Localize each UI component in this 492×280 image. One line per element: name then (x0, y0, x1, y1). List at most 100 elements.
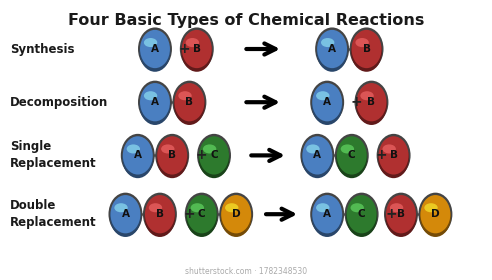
Ellipse shape (340, 144, 354, 153)
Ellipse shape (143, 193, 177, 236)
Text: Double
Replacement: Double Replacement (10, 199, 96, 229)
Ellipse shape (155, 134, 189, 177)
Text: A: A (313, 150, 321, 160)
Ellipse shape (203, 144, 216, 153)
Ellipse shape (114, 203, 128, 212)
Text: C: C (210, 150, 218, 160)
Ellipse shape (350, 203, 364, 212)
Ellipse shape (157, 139, 187, 178)
Ellipse shape (421, 195, 450, 233)
Ellipse shape (386, 197, 416, 237)
Ellipse shape (386, 195, 416, 233)
Ellipse shape (185, 193, 218, 236)
Ellipse shape (161, 144, 175, 153)
Text: B: B (363, 44, 370, 54)
Ellipse shape (317, 30, 347, 68)
Text: D: D (431, 209, 440, 219)
Text: +: + (196, 148, 208, 162)
Text: B: B (185, 97, 193, 107)
Ellipse shape (180, 27, 214, 71)
Ellipse shape (178, 91, 192, 100)
Ellipse shape (157, 136, 187, 174)
Text: A: A (134, 150, 142, 160)
Ellipse shape (144, 38, 157, 47)
Ellipse shape (350, 27, 384, 71)
Ellipse shape (347, 195, 376, 233)
Ellipse shape (384, 193, 418, 236)
Text: A: A (151, 44, 159, 54)
Ellipse shape (225, 203, 239, 212)
Ellipse shape (145, 195, 175, 233)
Ellipse shape (316, 91, 330, 100)
Ellipse shape (424, 203, 438, 212)
Text: Four Basic Types of Chemical Reactions: Four Basic Types of Chemical Reactions (68, 13, 424, 28)
Ellipse shape (187, 195, 216, 233)
Ellipse shape (140, 83, 170, 121)
Ellipse shape (182, 32, 212, 72)
Ellipse shape (302, 139, 333, 178)
Ellipse shape (312, 83, 342, 121)
Ellipse shape (379, 136, 408, 174)
Ellipse shape (110, 197, 141, 237)
Ellipse shape (301, 134, 335, 177)
Text: A: A (323, 97, 331, 107)
Ellipse shape (140, 32, 170, 72)
Ellipse shape (310, 81, 344, 124)
Ellipse shape (356, 85, 387, 125)
Ellipse shape (190, 203, 204, 212)
Text: B: B (156, 209, 164, 219)
Ellipse shape (419, 193, 453, 236)
Text: +: + (351, 95, 363, 109)
Text: B: B (168, 150, 176, 160)
Text: +: + (375, 148, 387, 162)
Ellipse shape (111, 195, 140, 233)
Text: A: A (323, 209, 331, 219)
Text: +: + (385, 207, 397, 221)
Text: +: + (179, 42, 190, 56)
Ellipse shape (337, 139, 367, 178)
Ellipse shape (355, 38, 369, 47)
Ellipse shape (310, 193, 344, 236)
Ellipse shape (185, 38, 199, 47)
Ellipse shape (382, 144, 396, 153)
Ellipse shape (126, 144, 140, 153)
Ellipse shape (312, 85, 342, 125)
Ellipse shape (186, 197, 217, 237)
Ellipse shape (149, 203, 162, 212)
Text: A: A (122, 209, 129, 219)
Ellipse shape (199, 136, 229, 174)
Ellipse shape (140, 85, 170, 125)
Text: B: B (397, 209, 405, 219)
Ellipse shape (315, 27, 349, 71)
Ellipse shape (420, 197, 451, 237)
Text: B: B (193, 44, 201, 54)
Ellipse shape (377, 134, 411, 177)
Ellipse shape (354, 81, 389, 124)
Ellipse shape (138, 81, 172, 124)
Ellipse shape (121, 134, 155, 177)
Text: B: B (390, 150, 398, 160)
Ellipse shape (140, 30, 170, 68)
Text: C: C (198, 209, 206, 219)
Ellipse shape (108, 193, 143, 236)
Text: Synthesis: Synthesis (10, 43, 74, 55)
Text: Decomposition: Decomposition (10, 96, 108, 109)
Ellipse shape (221, 195, 251, 233)
Text: A: A (328, 44, 336, 54)
Ellipse shape (346, 197, 377, 237)
Text: D: D (232, 209, 241, 219)
Ellipse shape (182, 30, 212, 68)
Ellipse shape (138, 27, 172, 71)
Ellipse shape (312, 197, 342, 237)
Ellipse shape (360, 91, 374, 100)
Ellipse shape (175, 83, 204, 121)
Ellipse shape (306, 144, 320, 153)
Ellipse shape (335, 134, 369, 177)
Ellipse shape (197, 134, 231, 177)
Ellipse shape (351, 32, 382, 72)
Ellipse shape (199, 139, 229, 178)
Ellipse shape (173, 81, 207, 124)
Ellipse shape (303, 136, 332, 174)
Text: shutterstock.com · 1782348530: shutterstock.com · 1782348530 (185, 267, 307, 276)
Ellipse shape (390, 203, 403, 212)
